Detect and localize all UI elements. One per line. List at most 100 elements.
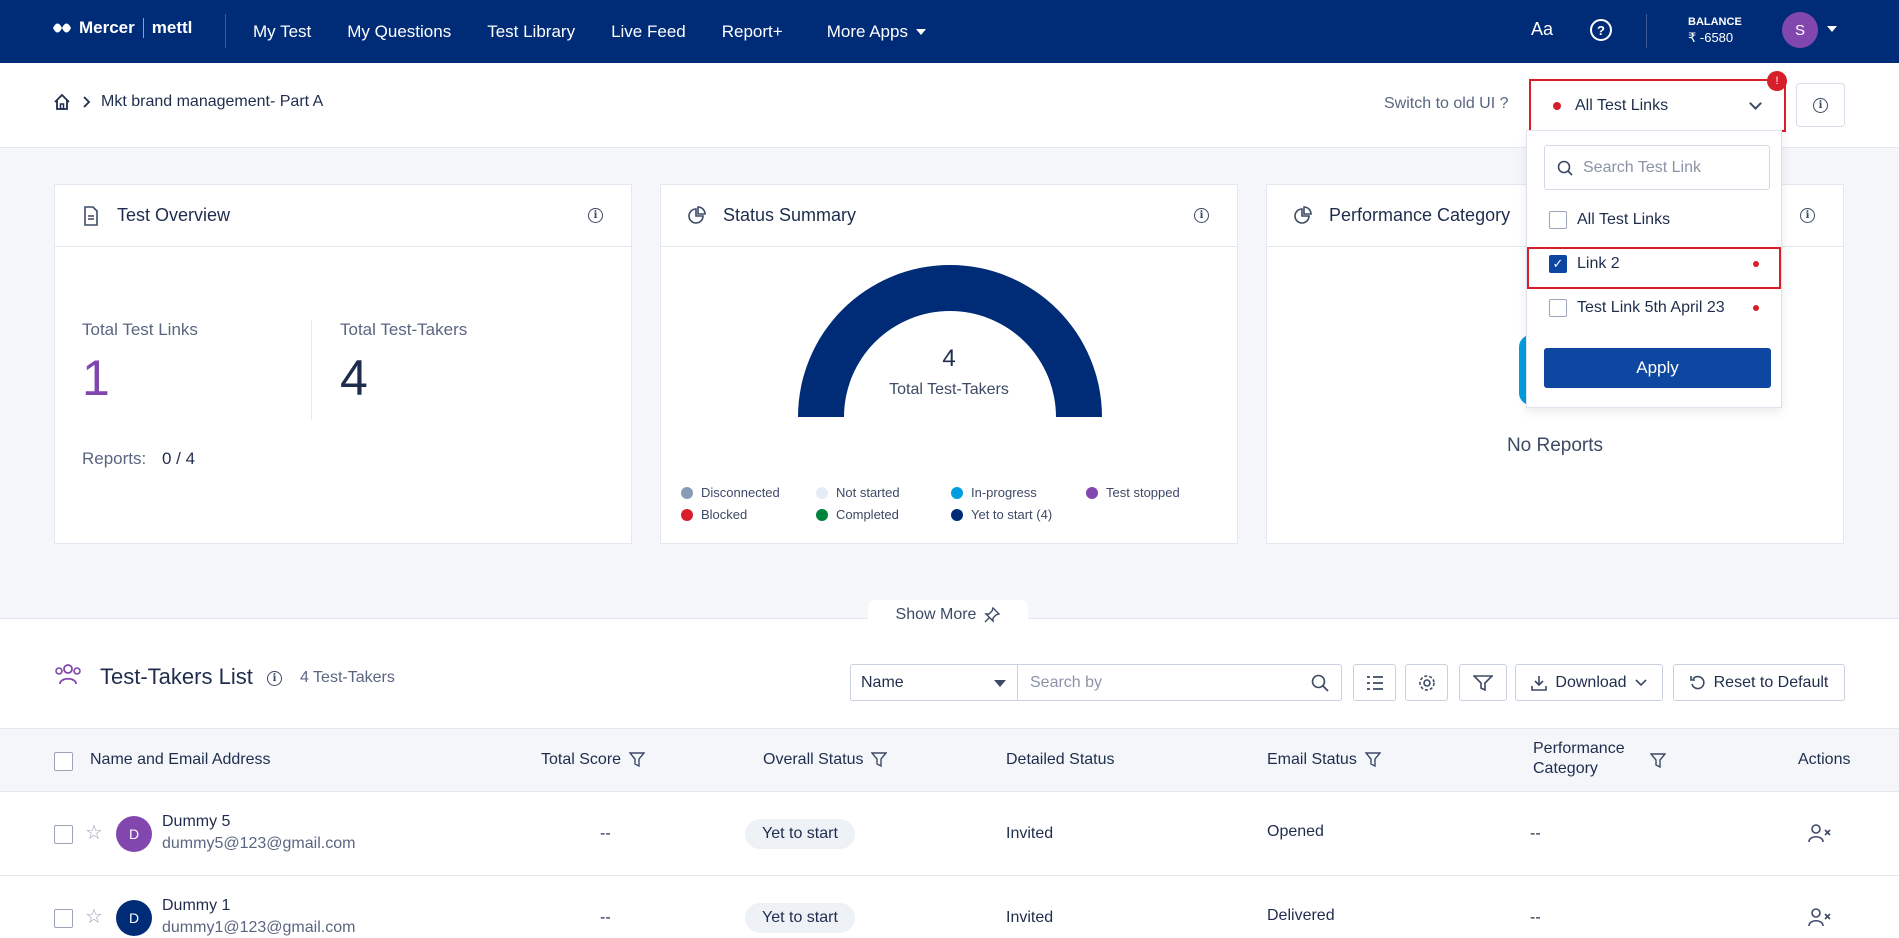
column-actions: Actions <box>1798 751 1850 769</box>
avatar-caret-icon[interactable] <box>1827 26 1837 32</box>
column-performance-category: Performance Category <box>1533 739 1625 779</box>
legend-label: In-progress <box>971 485 1037 500</box>
column-label: Category <box>1533 760 1598 777</box>
dropdown-option-test-link-5th-april[interactable]: Test Link 5th April 23 <box>1527 288 1783 328</box>
test-link-select[interactable]: All Test Links <box>1529 79 1786 132</box>
info-icon[interactable]: i <box>1800 208 1815 223</box>
table-row[interactable]: ☆ D Dummy 5 dummy5@123@gmail.com -- Yet … <box>0 792 1899 876</box>
filter-icon[interactable] <box>1364 752 1381 768</box>
breadcrumb-current: Mkt brand management- Part A <box>101 93 324 110</box>
star-icon[interactable]: ☆ <box>85 822 103 844</box>
nav-link-my-test[interactable]: My Test <box>253 21 312 41</box>
user-avatar[interactable]: S <box>1782 12 1818 48</box>
legend-dot <box>951 486 963 499</box>
reset-to-default-button[interactable]: Reset to Default <box>1673 664 1845 701</box>
column-label: Total Score <box>541 751 622 768</box>
test-taker-name[interactable]: Dummy 5 <box>162 813 231 830</box>
email-status: Delivered <box>1267 907 1335 924</box>
dropdown-option-link-2[interactable]: ✓ Link 2 <box>1527 244 1783 284</box>
search-field-select[interactable]: Name <box>850 664 1018 701</box>
avatar: D <box>116 900 152 936</box>
nav-divider <box>225 14 226 48</box>
test-overview-card: Test Overview i Total Test Links 1 Total… <box>54 184 632 544</box>
filter-button[interactable] <box>1459 664 1507 701</box>
test-takers-list-title: Test-Takers List <box>100 664 253 689</box>
select-all-checkbox[interactable] <box>54 752 73 771</box>
test-overview-header: Test Overview i <box>55 185 631 247</box>
download-icon <box>1531 675 1548 691</box>
apply-button[interactable]: Apply <box>1544 348 1771 388</box>
settings-button[interactable] <box>1405 664 1448 701</box>
remove-user-icon[interactable] <box>1808 823 1832 843</box>
page-subheader: Mkt brand management- Part A Switch to o… <box>0 63 1899 148</box>
link-status-dot <box>1753 305 1759 311</box>
nav-link-report-plus[interactable]: Report+ <box>721 21 783 41</box>
filter-icon[interactable] <box>1650 753 1666 769</box>
row-checkbox[interactable] <box>54 825 73 844</box>
users-group-icon <box>55 664 81 685</box>
notification-badge: ! <box>1767 71 1787 91</box>
column-label: Actions <box>1798 751 1851 768</box>
pin-icon <box>984 607 1001 623</box>
info-icon[interactable]: i <box>588 208 603 223</box>
test-taker-name[interactable]: Dummy 1 <box>162 897 231 914</box>
column-label: Name and Email Address <box>90 751 271 768</box>
table-row[interactable]: ☆ D Dummy 1 dummy1@123@gmail.com -- Yet … <box>0 876 1899 938</box>
nav-link-more-apps[interactable]: More Apps <box>827 22 926 42</box>
show-more-toggle[interactable]: Show More <box>868 600 1028 630</box>
legend-item-in-progress: In-progress <box>951 485 1037 500</box>
pie-chart-icon <box>688 205 706 224</box>
switch-old-ui-link[interactable]: Switch to old UI ? <box>1384 95 1509 112</box>
column-list-button[interactable] <box>1353 664 1396 701</box>
dropdown-option-all-test-links[interactable]: All Test Links <box>1527 200 1783 240</box>
home-icon[interactable] <box>53 93 71 111</box>
total-score: -- <box>600 825 611 842</box>
row-checkbox[interactable] <box>54 909 73 928</box>
page-info-button[interactable]: i <box>1796 83 1845 127</box>
font-size-icon[interactable]: Aa <box>1531 19 1554 39</box>
checkbox-checked[interactable]: ✓ <box>1549 255 1567 273</box>
nav-link-live-feed[interactable]: Live Feed <box>611 21 686 41</box>
info-icon: i <box>1813 97 1828 113</box>
search-icon[interactable] <box>1311 674 1329 692</box>
column-email-status: Email Status <box>1267 751 1381 769</box>
checkbox[interactable] <box>1549 299 1567 317</box>
search-by-input[interactable] <box>1030 673 1300 692</box>
test-link-dropdown-panel: All Test Links ✓ Link 2 Test Link 5th Ap… <box>1526 130 1782 408</box>
checkbox[interactable] <box>1549 211 1567 229</box>
test-takers-count: 4 Test-Takers <box>300 669 395 686</box>
status-summary-header: Status Summary i <box>661 185 1237 247</box>
legend-label: Yet to start (4) <box>971 507 1053 522</box>
remove-user-icon[interactable] <box>1808 907 1832 927</box>
brand-logo[interactable]: Mercer mettl <box>53 18 192 38</box>
test-taker-email: dummy5@123@gmail.com <box>162 835 356 852</box>
nav-link-my-questions[interactable]: My Questions <box>347 21 452 41</box>
test-taker-email: dummy1@123@gmail.com <box>162 919 356 936</box>
download-button[interactable]: Download <box>1515 664 1663 701</box>
column-label: Overall Status <box>763 751 864 768</box>
balance-display: BALANCE ₹ -6580 <box>1688 14 1742 46</box>
gear-icon <box>1418 674 1435 691</box>
nav-link-test-library[interactable]: Test Library <box>487 21 576 41</box>
info-icon[interactable]: i <box>267 671 282 686</box>
selected-option-highlight <box>1527 247 1781 289</box>
filter-icon[interactable] <box>871 752 888 768</box>
status-summary-title: Status Summary <box>723 205 857 225</box>
help-icon[interactable]: ? <box>1590 19 1612 41</box>
test-link-search-input[interactable] <box>1583 158 1753 177</box>
donut-center-value: 4 <box>942 345 956 372</box>
total-test-links-value: 1 <box>82 350 110 406</box>
performance-category: -- <box>1530 909 1541 926</box>
donut-segment-yet-to-start <box>798 265 1102 417</box>
star-icon[interactable]: ☆ <box>85 906 103 928</box>
legend-label: Test stopped <box>1106 485 1180 500</box>
option-label: Test Link 5th April 23 <box>1577 299 1725 316</box>
info-icon[interactable]: i <box>1194 208 1209 223</box>
chevron-right-icon <box>83 96 91 108</box>
test-overview-title: Test Overview <box>117 205 231 225</box>
legend-dot <box>1086 486 1098 499</box>
top-navigation-bar: Mercer mettl My Test My Questions Test L… <box>0 0 1899 63</box>
filter-icon[interactable] <box>629 752 646 768</box>
list-columns-icon <box>1366 675 1383 690</box>
no-reports-message: No Reports <box>1506 435 1604 456</box>
